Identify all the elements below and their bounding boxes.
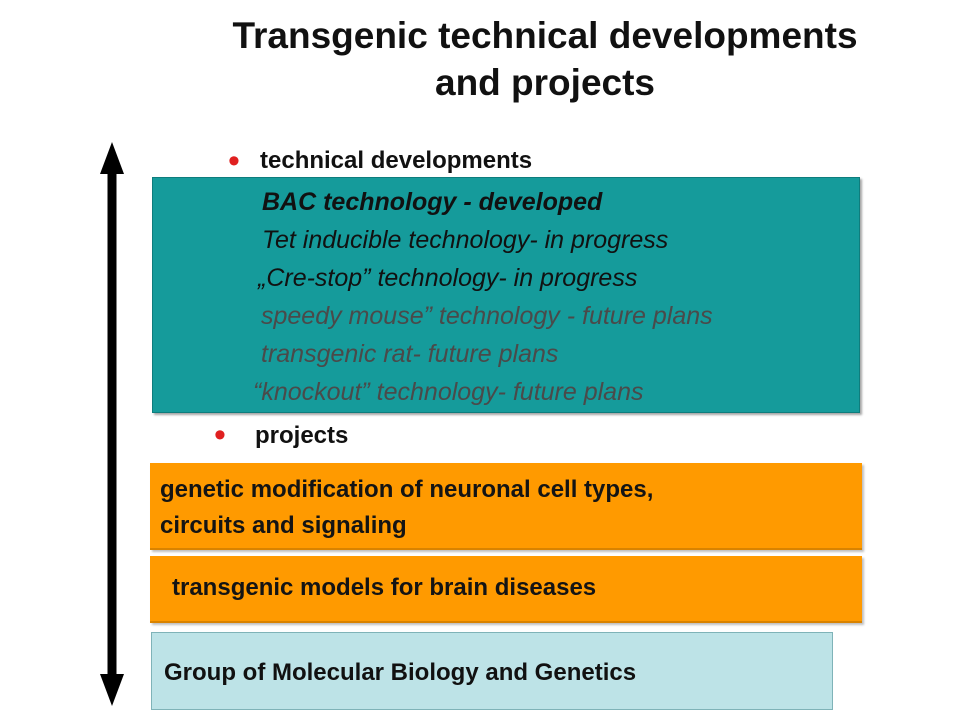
group-box: Group of Molecular Biology and Genetics [151, 632, 833, 710]
group-name: Group of Molecular Biology and Genetics [164, 659, 637, 686]
slide-title: Transgenic technical developments and pr… [130, 12, 960, 106]
technical-developments-box: BAC technology - developed Tet inducible… [152, 177, 860, 413]
projects-heading: projects [255, 422, 349, 449]
project-neuronal-line-1: genetic modification of neuronal cell ty… [160, 476, 654, 503]
tech-item-bac: BAC technology - developed [262, 188, 603, 216]
technical-heading: technical developments [260, 147, 533, 174]
project-brain-diseases: transgenic models for brain diseases [172, 574, 597, 601]
tech-item-knockout: “knockout” technology- future plans [253, 378, 644, 406]
title-line-1: Transgenic technical developments [232, 15, 858, 56]
tech-item-speedy-mouse: speedy mouse” technology - future plans [261, 302, 713, 330]
tech-item-tet: Tet inducible technology- in progress [262, 226, 669, 254]
bullet-icon: • [228, 142, 240, 180]
title-line-2: and projects [435, 62, 655, 103]
tech-item-cre-stop: „Cre-stop” technology- in progress [258, 264, 638, 292]
project-box-brain-diseases: transgenic models for brain diseases [150, 556, 862, 623]
project-neuronal-line-2: circuits and signaling [160, 512, 407, 539]
bullet-icon: • [214, 416, 226, 454]
double-arrow-icon [100, 142, 124, 706]
project-box-neuronal: genetic modification of neuronal cell ty… [150, 463, 862, 550]
tech-item-transgenic-rat: transgenic rat- future plans [261, 340, 559, 368]
